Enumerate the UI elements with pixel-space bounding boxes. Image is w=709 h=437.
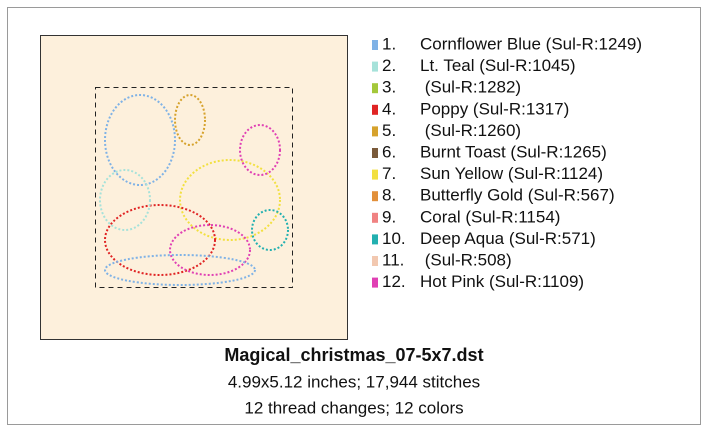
- motif: [104, 94, 176, 186]
- thread-number: 7.: [382, 164, 396, 183]
- thread-list: 1. Cornflower Blue (Sul-R:1249) 2. Lt. Teal…: [372, 34, 642, 291]
- motif: [239, 124, 281, 176]
- thread-number: 11.: [382, 250, 404, 269]
- motif: [104, 204, 216, 276]
- design-preview: [40, 35, 348, 340]
- thread-swatch: [372, 83, 378, 94]
- changes-info: 12 thread changes; 12 colors: [244, 398, 463, 417]
- thread-name: Sun Yellow (Sul-R:1124): [420, 164, 603, 183]
- thread-number: 10.: [382, 229, 406, 248]
- file-name: Magical_christmas_07-5x7.dst: [224, 345, 483, 365]
- thread-number: 1.: [382, 34, 396, 53]
- motif: [174, 94, 206, 146]
- hoop-outline: [95, 87, 293, 288]
- thread-name: Burnt Toast (Sul-R:1265): [420, 142, 607, 161]
- thread-name: (Sul-R:1260): [420, 121, 521, 140]
- thread-swatch: [372, 126, 378, 137]
- thread-name: Lt. Teal (Sul-R:1045): [420, 56, 576, 75]
- thread-number: 2.: [382, 56, 396, 75]
- motif: [169, 224, 251, 276]
- thread-number: 4.: [382, 99, 396, 118]
- embroidery-art: [99, 94, 289, 286]
- thread-swatch: [372, 148, 378, 158]
- motif: [99, 169, 151, 231]
- thread-number: 9.: [382, 207, 396, 226]
- size-info: 4.99x5.12 inches; 17,944 stitches: [228, 372, 480, 391]
- thread-swatch: [372, 234, 378, 245]
- thread-name: (Sul-R:1282): [420, 78, 521, 97]
- thread-number: 5.: [382, 121, 396, 140]
- thread-number: 12.: [382, 272, 406, 291]
- thread-number: 8.: [382, 186, 396, 205]
- thread-swatch: [372, 169, 378, 180]
- thread-name: Cornflower Blue (Sul-R:1249): [420, 34, 642, 53]
- thread-name: (Sul-R:508): [420, 250, 512, 269]
- thread-swatch: [372, 191, 378, 202]
- thread-name: Hot Pink (Sul-R:1109): [420, 272, 584, 291]
- thread-number: 6.: [382, 142, 396, 161]
- thread-name: Poppy (Sul-R:1317): [420, 99, 569, 118]
- thread-swatch: [372, 212, 378, 223]
- thread-swatch: [372, 256, 378, 266]
- thread-name: Deep Aqua (Sul-R:571): [420, 229, 596, 248]
- motif: [251, 209, 289, 251]
- motif: [179, 159, 281, 241]
- motif: [104, 254, 256, 286]
- thread-name: Coral (Sul-R:1154): [420, 207, 560, 226]
- thread-swatch: [372, 61, 378, 72]
- thread-number: 3.: [382, 78, 396, 97]
- thread-swatch: [372, 40, 378, 50]
- thread-swatch: [372, 277, 378, 288]
- thread-name: Butterfly Gold (Sul-R:567): [420, 186, 615, 205]
- thread-swatch: [372, 104, 378, 115]
